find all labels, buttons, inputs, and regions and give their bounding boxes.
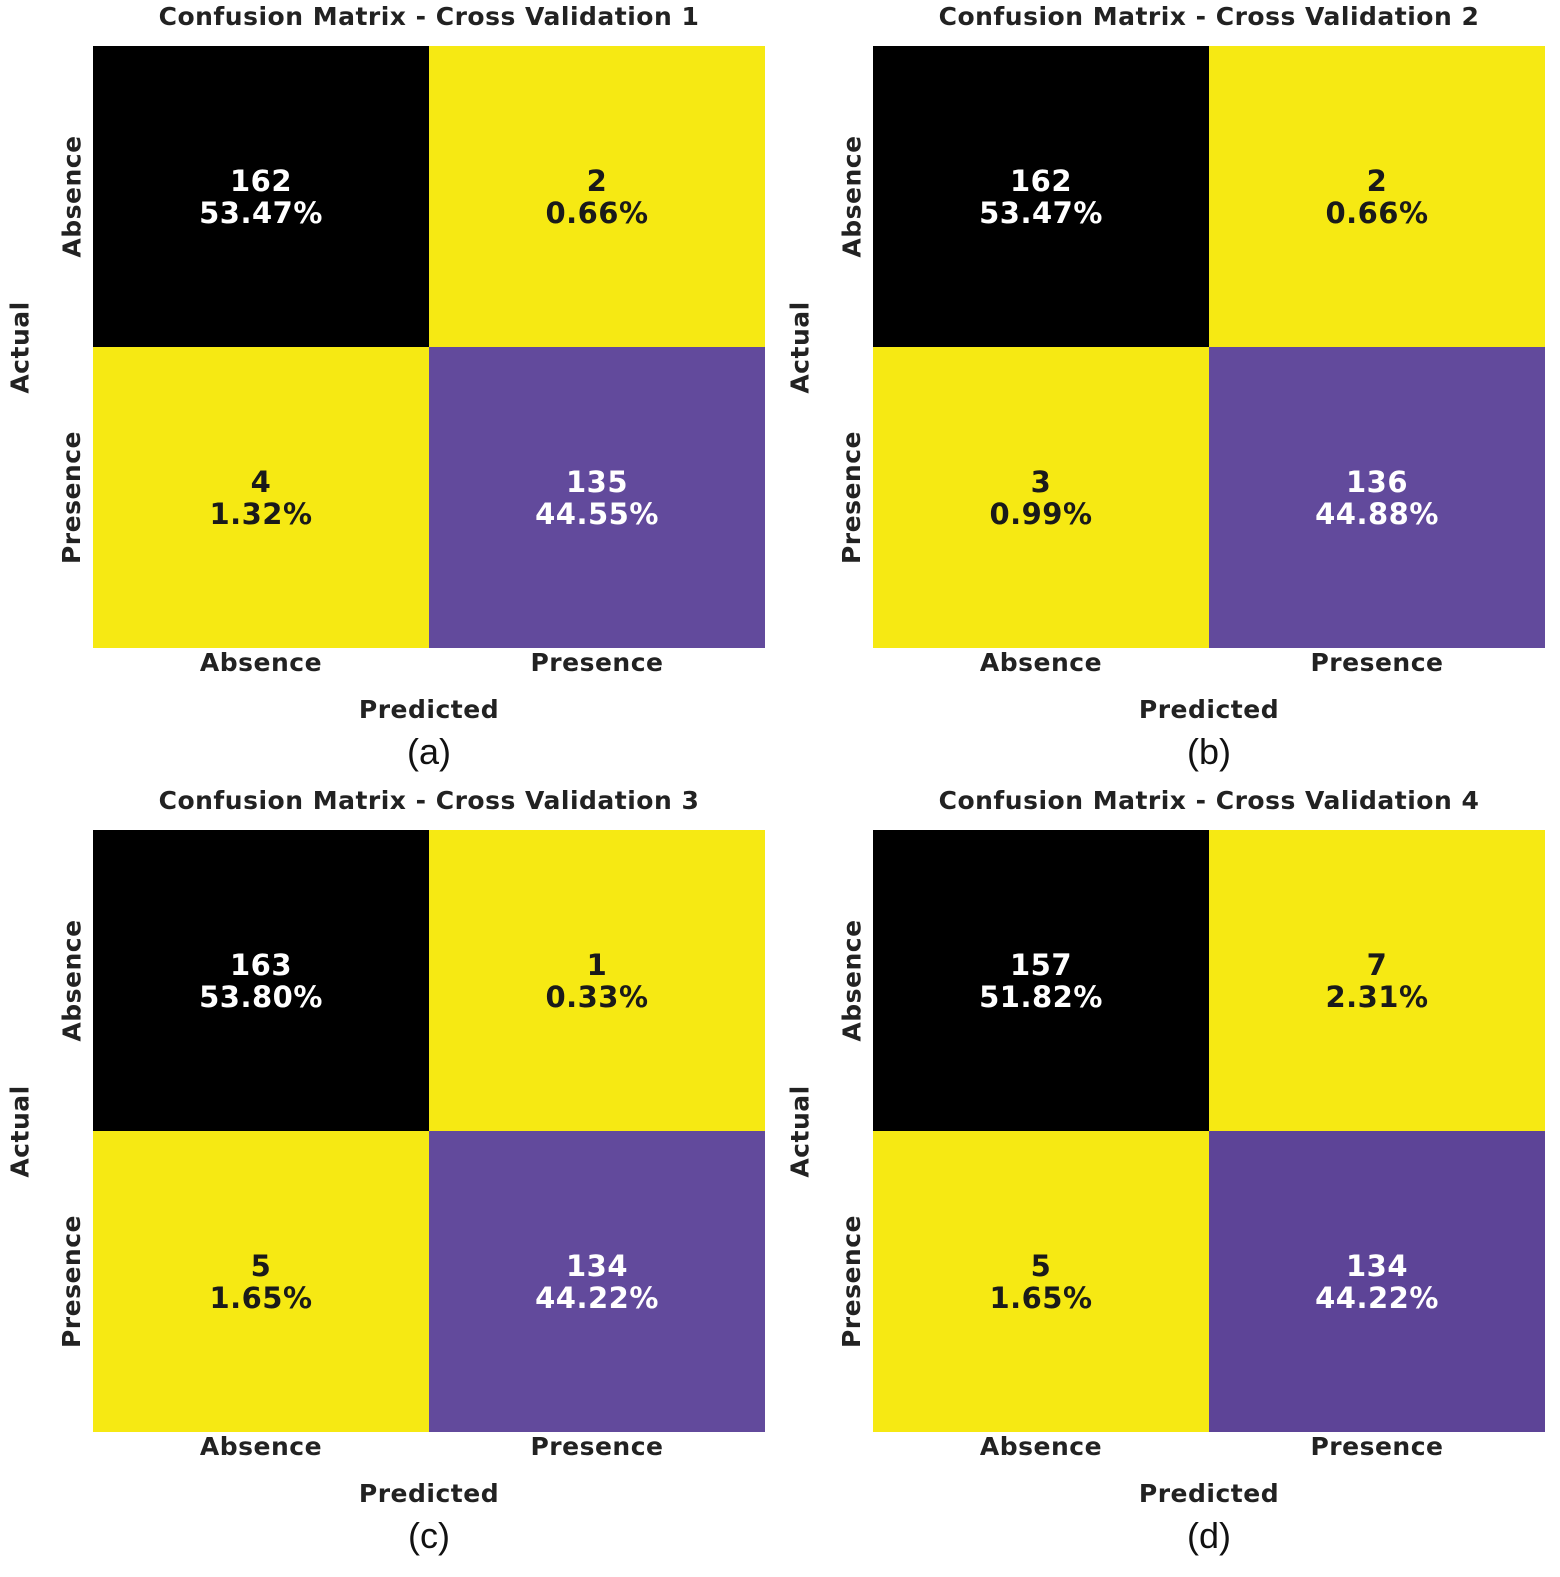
heatmap-cell-presence-presence: 136 44.88% (1209, 347, 1545, 648)
cell-count-label: 2 (586, 163, 608, 198)
cell-percent-label: 0.33% (545, 979, 649, 1014)
cell-percent-label: 1.65% (209, 1280, 313, 1315)
heatmap-cell-presence-presence: 134 44.22% (1209, 1131, 1545, 1432)
heatmap-cell-presence-absence: 4 1.32% (93, 347, 429, 648)
cell-percent-label: 44.88% (1315, 496, 1439, 531)
heatmap-cell-absence-absence: 157 51.82% (873, 830, 1209, 1131)
cell-count-label: 4 (250, 464, 272, 499)
cell-count-label: 7 (1366, 947, 1388, 982)
heatmap-cell-presence-absence: 5 1.65% (873, 1131, 1209, 1432)
cell-percent-label: 44.22% (535, 1280, 659, 1315)
cell-percent-label: 53.47% (979, 195, 1103, 230)
x-tick-label-presence: Presence (530, 1432, 664, 1461)
confusion-matrix-panel-3: Confusion Matrix - Cross Validation 3 Ac… (0, 784, 780, 1568)
cell-count-label: 134 (565, 1248, 629, 1283)
x-tick-label-absence: Absence (199, 1432, 323, 1461)
panel-title: Confusion Matrix - Cross Validation 2 (938, 2, 1480, 31)
x-tick-label-absence: Absence (979, 1432, 1103, 1461)
panel-sublabel: (d) (1187, 1515, 1231, 1556)
heatmap-cell-absence-absence: 162 53.47% (93, 46, 429, 347)
cell-count-label: 2 (1366, 163, 1388, 198)
cell-count-label: 5 (250, 1248, 272, 1283)
x-tick-label-presence: Presence (1310, 1432, 1444, 1461)
heatmap-cell-absence-presence: 2 0.66% (429, 46, 765, 347)
cell-count-label: 3 (1030, 464, 1052, 499)
cell-count-label: 157 (1009, 947, 1073, 982)
y-axis-label: Actual (785, 1084, 815, 1178)
panel-title: Confusion Matrix - Cross Validation 4 (938, 786, 1480, 815)
panel-sublabel: (b) (1187, 731, 1231, 772)
cell-count-label: 163 (229, 947, 293, 982)
cell-percent-label: 0.66% (545, 195, 649, 230)
x-axis-label: Predicted (1138, 695, 1280, 724)
x-tick-label-presence: Presence (530, 648, 664, 677)
y-axis-label: Actual (5, 300, 35, 394)
heatmap-cell-absence-absence: 162 53.47% (873, 46, 1209, 347)
heatmap-cell-absence-absence: 163 53.80% (93, 830, 429, 1131)
x-axis-label: Predicted (1138, 1479, 1280, 1508)
heatmap-cell-presence-absence: 5 1.65% (93, 1131, 429, 1432)
x-tick-label-absence: Absence (979, 648, 1103, 677)
panel-title: Confusion Matrix - Cross Validation 3 (158, 786, 700, 815)
heatmap-cell-presence-presence: 134 44.22% (429, 1131, 765, 1432)
heatmap-grid: 163 53.80% 1 0.33% 5 1.65% 134 44.22% (93, 830, 765, 1432)
confusion-matrix-panel-2: Confusion Matrix - Cross Validation 2 Ac… (780, 0, 1560, 784)
cell-percent-label: 53.47% (199, 195, 323, 230)
heatmap-cell-absence-presence: 7 2.31% (1209, 830, 1545, 1131)
cell-percent-label: 51.82% (979, 979, 1103, 1014)
heatmap-cell-absence-presence: 2 0.66% (1209, 46, 1545, 347)
x-tick-label-presence: Presence (1310, 648, 1444, 677)
x-tick-label-absence: Absence (199, 648, 323, 677)
cell-percent-label: 1.65% (989, 1280, 1093, 1315)
y-axis-label: Actual (785, 300, 815, 394)
cell-count-label: 162 (1009, 163, 1073, 198)
panel-title: Confusion Matrix - Cross Validation 1 (158, 2, 700, 31)
cell-count-label: 136 (1345, 464, 1409, 499)
cell-percent-label: 53.80% (199, 979, 323, 1014)
cell-count-label: 5 (1030, 1248, 1052, 1283)
heatmap-grid: 157 51.82% 7 2.31% 5 1.65% 134 44.22% (873, 830, 1545, 1432)
cell-count-label: 135 (565, 464, 629, 499)
confusion-matrix-panel-4: Confusion Matrix - Cross Validation 4 Ac… (780, 784, 1560, 1568)
panel-sublabel: (a) (407, 731, 451, 772)
heatmap-cell-presence-presence: 135 44.55% (429, 347, 765, 648)
cell-percent-label: 0.66% (1325, 195, 1429, 230)
cell-percent-label: 44.55% (535, 496, 659, 531)
x-axis-label: Predicted (358, 1479, 500, 1508)
confusion-matrix-panel-1: Confusion Matrix - Cross Validation 1 Ac… (0, 0, 780, 784)
cell-count-label: 1 (586, 947, 608, 982)
panel-sublabel: (c) (408, 1515, 450, 1556)
cell-count-label: 134 (1345, 1248, 1409, 1283)
cell-percent-label: 0.99% (989, 496, 1093, 531)
cell-percent-label: 1.32% (209, 496, 313, 531)
x-axis-label: Predicted (358, 695, 500, 724)
cell-percent-label: 44.22% (1315, 1280, 1439, 1315)
heatmap-grid: 162 53.47% 2 0.66% 3 0.99% 136 44.88% (873, 46, 1545, 648)
heatmap-cell-presence-absence: 3 0.99% (873, 347, 1209, 648)
heatmap-grid: 162 53.47% 2 0.66% 4 1.32% 135 44.55% (93, 46, 765, 648)
heatmap-cell-absence-presence: 1 0.33% (429, 830, 765, 1131)
cell-count-label: 162 (229, 163, 293, 198)
cell-percent-label: 2.31% (1325, 979, 1429, 1014)
y-axis-label: Actual (5, 1084, 35, 1178)
